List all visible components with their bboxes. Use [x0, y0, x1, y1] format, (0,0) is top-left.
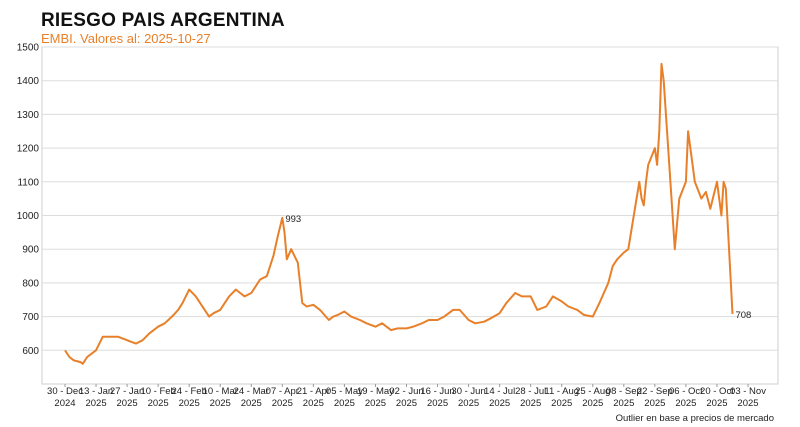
x-tick-label: 02 - Jun [389, 386, 423, 397]
x-tick-label: 24 - Mar [234, 386, 269, 397]
chart-title: RIESGO PAIS ARGENTINA [41, 10, 285, 31]
x-tick-label: 10 - Mar [203, 386, 238, 397]
x-tick-year: 2025 [706, 398, 727, 409]
x-tick-label: 25 - Aug [575, 386, 610, 397]
x-tick-label: 30 - Dec [47, 386, 83, 397]
y-axis: 600 700 800 900 1000 1100 1200 1300 1400 1500 [17, 43, 40, 357]
y-tick-label: 1200 [17, 144, 40, 155]
x-tick-year: 2025 [644, 398, 665, 409]
x-tick-year: 2025 [85, 398, 106, 409]
x-tick-label: 11 - Aug [544, 386, 579, 397]
x-tick-label: 16 - Jun [420, 386, 454, 397]
grid [41, 46, 779, 385]
x-tick-label: 19 - May [357, 386, 394, 397]
y-tick-label: 1400 [17, 76, 40, 87]
x-tick-year: 2025 [334, 398, 355, 409]
data-label: 708 [735, 310, 751, 321]
x-tick-year: 2025 [737, 398, 758, 409]
x-tick-year: 2025 [458, 398, 479, 409]
y-tick-label: 900 [22, 245, 39, 256]
x-tick-label: 24 - Feb [171, 386, 206, 397]
data-label: 993 [285, 214, 301, 225]
chart-subtitle: EMBI. Valores al: 2025-10-27 [41, 31, 211, 46]
x-tick-label: 05 - May [326, 386, 363, 397]
x-tick-year: 2025 [551, 398, 572, 409]
y-tick-label: 600 [22, 346, 39, 357]
x-tick-label: 14 - Jul [484, 386, 515, 397]
x-tick-label: 30 - Jun [451, 386, 485, 397]
y-tick-label: 800 [22, 278, 39, 289]
x-tick-label: 07 - Apr [266, 386, 299, 397]
x-tick-year: 2025 [613, 398, 634, 409]
x-tick-label: 28 - Jul [515, 386, 546, 397]
y-tick-label: 1000 [17, 211, 40, 222]
x-tick-label: 27 - Jan [110, 386, 144, 397]
x-tick-year: 2025 [396, 398, 417, 409]
x-tick-label: 20 - Oct [700, 386, 734, 397]
y-tick-label: 700 [22, 312, 39, 323]
x-tick-label: 13 - Jan [79, 386, 113, 397]
x-tick-year: 2025 [241, 398, 262, 409]
x-tick-year: 2025 [582, 398, 603, 409]
x-tick-year: 2025 [489, 398, 510, 409]
x-tick-year: 2025 [117, 398, 138, 409]
x-tick-year: 2025 [210, 398, 231, 409]
x-tick-year: 2025 [272, 398, 293, 409]
x-tick-label: 08 - Sep [606, 386, 642, 397]
x-tick-year: 2025 [675, 398, 696, 409]
chart-footnote: Outlier en base a precios de mercado [615, 413, 774, 424]
x-tick-label: 03 - Nov [730, 386, 766, 397]
series-line [64, 62, 734, 365]
y-tick-label: 1100 [17, 177, 39, 188]
x-tick-label: 10 - Feb [140, 386, 175, 397]
y-tick-label: 1300 [17, 110, 40, 121]
x-tick-label: 21 - Apr [297, 386, 330, 397]
y-tick-label: 1500 [17, 43, 40, 54]
x-tick-year: 2025 [303, 398, 324, 409]
x-tick-year: 2025 [520, 398, 541, 409]
x-tick-year: 2025 [179, 398, 200, 409]
x-tick-label: 06 - Oct [669, 386, 703, 397]
x-tick-year: 2024 [54, 398, 75, 409]
x-tick-label: 22 - Sep [637, 386, 673, 397]
plot-area [64, 62, 734, 365]
x-tick-year: 2025 [365, 398, 386, 409]
x-tick-year: 2025 [427, 398, 448, 409]
data-labels: 993 708 [285, 214, 751, 321]
x-tick-year: 2025 [148, 398, 169, 409]
